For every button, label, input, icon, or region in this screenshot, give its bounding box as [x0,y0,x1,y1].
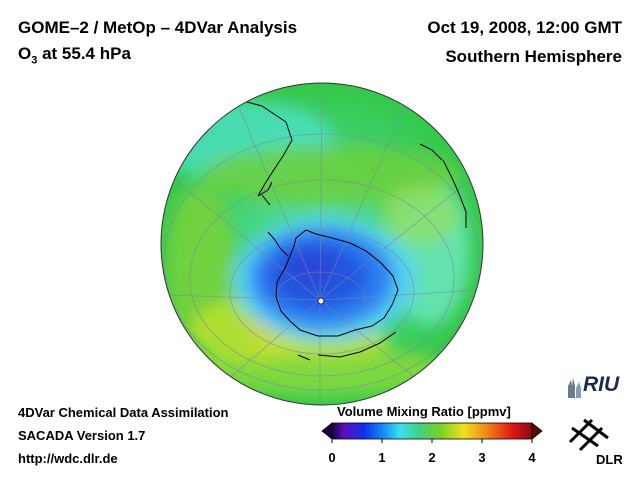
colorbar-tick-label: 2 [428,450,435,465]
colorbar-tick-label: 0 [328,450,335,465]
colorbar: 0 1 2 3 4 [321,422,543,465]
quantity-subscript: 3 [31,54,38,67]
riu-logo-text: RIU [583,373,620,396]
colorbar-tick-label: 1 [378,450,385,465]
colorbar-title: Volume Mixing Ratio [ppmv] [337,404,511,419]
colorbar-tick-label: 4 [528,450,536,465]
quantity-suffix: at 55.4 hPa [37,44,131,63]
quantity-label: O3 at 55.4 hPa [18,44,131,66]
region-label: Southern Hemisphere [445,47,622,66]
colorbar-min-arrow [321,422,333,440]
datetime-label: Oct 19, 2008, 12:00 GMT [427,18,622,37]
colorbar-gradient [331,422,533,440]
footer-system: 4DVar Chemical Data Assimilation [18,405,229,420]
colorbar-tick-label: 3 [478,450,485,465]
quantity-prefix: O [18,44,32,63]
colorbar-ticks: 0 1 2 3 4 [328,439,536,465]
ozone-field [161,100,470,395]
footer-url[interactable]: http://wdc.dlr.de [18,451,118,466]
footer-version: SACADA Version 1.7 [18,428,146,443]
map-title: GOME–2 / MetOp – 4DVar Analysis [18,18,298,37]
riu-logo [568,378,581,398]
colorbar-max-arrow [531,422,543,440]
dlr-logo-text: DLR [596,452,623,467]
globe-rim [160,82,484,406]
south-pole-marker [317,297,325,305]
dlr-logo [568,418,609,452]
